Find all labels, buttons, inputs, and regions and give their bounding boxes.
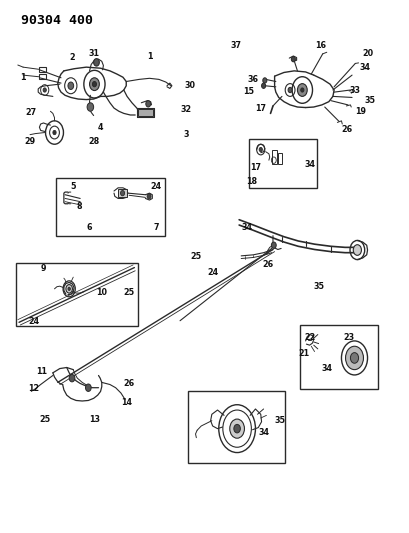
Text: 12: 12 — [28, 384, 39, 393]
Circle shape — [69, 374, 75, 382]
Text: 34: 34 — [321, 364, 332, 373]
Text: 15: 15 — [243, 87, 254, 96]
Circle shape — [43, 88, 46, 92]
Circle shape — [146, 101, 151, 107]
Text: 22: 22 — [304, 333, 315, 342]
Text: 23: 23 — [344, 333, 355, 342]
Circle shape — [234, 424, 240, 433]
Text: 35: 35 — [364, 95, 375, 104]
Text: 18: 18 — [246, 177, 257, 187]
Circle shape — [68, 82, 74, 90]
Text: 24: 24 — [29, 317, 40, 326]
Text: 33: 33 — [349, 85, 360, 94]
Text: 26: 26 — [342, 125, 353, 134]
Circle shape — [85, 384, 91, 391]
Text: 21: 21 — [299, 349, 310, 358]
Circle shape — [66, 285, 72, 293]
Text: 7: 7 — [154, 223, 159, 232]
Text: 14: 14 — [121, 398, 133, 407]
Bar — [38, 74, 46, 79]
Circle shape — [92, 82, 97, 87]
Circle shape — [263, 78, 267, 83]
Bar — [278, 153, 282, 165]
Text: 13: 13 — [89, 415, 100, 424]
Text: 35: 35 — [274, 416, 285, 425]
Text: 25: 25 — [124, 287, 135, 296]
Circle shape — [288, 87, 292, 93]
Text: 1: 1 — [20, 73, 26, 82]
Circle shape — [68, 287, 70, 290]
Text: 34: 34 — [304, 160, 315, 169]
Text: 28: 28 — [88, 137, 99, 146]
Bar — [38, 67, 46, 72]
Text: 17: 17 — [255, 104, 266, 113]
Circle shape — [230, 419, 245, 438]
Text: 2: 2 — [69, 53, 75, 62]
Circle shape — [147, 193, 151, 199]
Text: 17: 17 — [250, 163, 261, 172]
Bar — [188, 391, 285, 463]
Bar — [272, 150, 276, 165]
Text: 34: 34 — [242, 223, 253, 232]
Text: 25: 25 — [39, 415, 50, 424]
Bar — [138, 109, 153, 116]
Circle shape — [90, 78, 99, 91]
Text: 10: 10 — [96, 288, 107, 297]
Text: 1: 1 — [147, 52, 152, 61]
Text: 9: 9 — [41, 264, 46, 273]
Text: 37: 37 — [231, 41, 242, 50]
Text: 6: 6 — [87, 223, 92, 232]
Text: 3: 3 — [183, 130, 189, 139]
Bar — [118, 189, 127, 197]
Circle shape — [346, 346, 364, 369]
Text: 29: 29 — [25, 137, 36, 146]
Text: 27: 27 — [26, 108, 37, 117]
Circle shape — [291, 56, 295, 62]
Text: 90304 400: 90304 400 — [21, 14, 93, 27]
Circle shape — [87, 103, 94, 111]
Circle shape — [94, 59, 99, 66]
Text: 24: 24 — [150, 182, 161, 191]
Circle shape — [259, 148, 263, 152]
Circle shape — [297, 84, 307, 96]
Text: 19: 19 — [355, 107, 366, 116]
Circle shape — [262, 83, 265, 88]
Text: 34: 34 — [258, 428, 269, 437]
Circle shape — [271, 242, 276, 248]
Text: 26: 26 — [124, 379, 135, 388]
Text: 24: 24 — [207, 269, 218, 277]
Circle shape — [353, 245, 362, 255]
Circle shape — [121, 190, 125, 196]
Circle shape — [53, 131, 56, 135]
Bar — [249, 139, 317, 188]
Text: 26: 26 — [262, 260, 273, 269]
Text: 5: 5 — [70, 182, 76, 191]
Bar — [300, 325, 378, 389]
Circle shape — [351, 353, 359, 364]
Bar — [56, 178, 165, 236]
Text: 8: 8 — [76, 202, 82, 211]
Text: 34: 34 — [359, 63, 370, 72]
Text: 16: 16 — [315, 41, 326, 50]
Text: 11: 11 — [36, 367, 47, 376]
Text: 20: 20 — [362, 50, 373, 58]
Text: 31: 31 — [88, 50, 99, 58]
Text: 32: 32 — [181, 105, 192, 114]
Text: 4: 4 — [98, 123, 103, 132]
Circle shape — [301, 88, 304, 92]
Text: 35: 35 — [313, 281, 324, 290]
Text: 30: 30 — [185, 81, 196, 90]
Text: 36: 36 — [247, 75, 258, 84]
Bar — [16, 263, 139, 326]
Text: 25: 25 — [191, 253, 202, 261]
